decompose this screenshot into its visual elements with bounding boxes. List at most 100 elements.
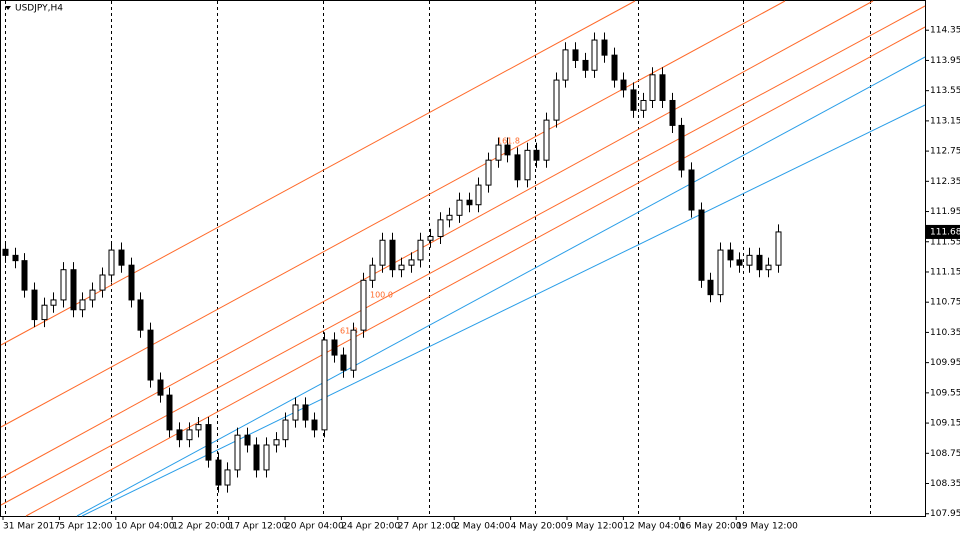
candle-body	[292, 404, 299, 421]
candle-body	[746, 254, 753, 266]
x-tick-label: 9 May 12:00	[567, 522, 623, 532]
plot-frame	[0, 0, 926, 517]
y-tick-label: 110.35	[930, 328, 960, 338]
candle-body	[263, 444, 270, 471]
x-tick-label: 5 Apr 12:00	[59, 522, 112, 532]
candle-body	[678, 124, 685, 171]
channel-level: 100.0	[370, 291, 393, 300]
candle-body	[311, 419, 318, 431]
current-price-label: 111.68	[930, 227, 960, 237]
candle-body	[331, 339, 338, 356]
channel-level: 161.8	[497, 137, 520, 146]
candle-body	[321, 339, 328, 431]
y-tick-label: 114.35	[930, 26, 960, 36]
candle-body	[572, 49, 579, 61]
candle-body	[108, 249, 115, 276]
fibo-channel: 161.8 100.0 61.8	[0, 0, 926, 517]
candle-body	[147, 329, 154, 381]
candle-body	[157, 379, 164, 396]
x-tick-label: 12 May 04:00	[623, 522, 685, 532]
candle-body	[640, 99, 647, 111]
candle-body	[417, 239, 424, 261]
candle-body	[466, 199, 473, 206]
x-tick-label: 19 May 12:00	[736, 522, 798, 532]
candle-body	[775, 231, 782, 266]
y-tick-label: 110.75	[930, 298, 960, 308]
candle-body	[698, 209, 705, 281]
candle-body	[562, 49, 569, 81]
candle-body	[244, 434, 251, 446]
y-tick-label: 111.95	[930, 207, 960, 217]
candle-body	[659, 74, 666, 101]
candle-body	[195, 424, 202, 431]
candle-body	[205, 424, 212, 461]
chart-title: USDJPY,H4	[15, 4, 63, 14]
candle-body	[620, 79, 627, 91]
candle-body	[591, 39, 598, 71]
candle-body	[756, 254, 763, 271]
candle-body	[128, 264, 135, 301]
x-tick-label: 24 Apr 20:00	[341, 522, 400, 532]
x-tick-label: 17 Apr 12:00	[229, 522, 288, 532]
candle-body	[89, 289, 96, 301]
candle-body	[717, 249, 724, 296]
candle-body	[350, 329, 357, 371]
channel-line	[0, 0, 786, 428]
candle-body	[166, 394, 173, 431]
x-tick-label: 16 May 20:00	[680, 522, 742, 532]
channel-line	[0, 5, 926, 506]
candle-body	[582, 59, 589, 71]
candle-body	[427, 235, 434, 241]
candle-body	[118, 249, 125, 266]
candle-body	[176, 429, 183, 441]
x-tick-label: 4 May 20:00	[511, 522, 567, 532]
channel-line	[0, 0, 874, 479]
candle-body	[514, 154, 521, 181]
y-tick-label: 108.35	[930, 479, 960, 489]
menu-arrow[interactable]	[5, 6, 11, 10]
candle-body	[389, 239, 396, 271]
channel-line	[81, 104, 926, 517]
candle-body	[273, 439, 280, 446]
candle-body	[369, 264, 376, 281]
y-tick-label: 112.35	[930, 177, 960, 187]
y-tick-label: 111.15	[930, 267, 960, 277]
y-tick-label: 112.75	[930, 147, 960, 157]
candle-body	[504, 144, 511, 156]
candle-body	[669, 99, 676, 126]
candle-body	[611, 54, 618, 81]
candle-body	[282, 419, 289, 441]
y-tick-label: 113.15	[930, 116, 960, 126]
x-tick-label: 20 Apr 04:00	[285, 522, 344, 532]
candle-body	[727, 249, 734, 261]
candle-body	[707, 279, 714, 296]
x-tick-label: 31 Mar 2017	[3, 522, 60, 532]
candle-body	[630, 89, 637, 111]
candle-body	[137, 299, 144, 331]
candle-body	[408, 259, 415, 266]
candle-body	[456, 199, 463, 216]
candle-body	[31, 289, 38, 321]
candle-body	[21, 260, 28, 291]
candle-body	[79, 299, 86, 311]
candle-body	[50, 299, 57, 306]
candle-body	[495, 144, 502, 161]
candle-body	[12, 254, 19, 262]
x-tick-label: 12 Apr 20:00	[172, 522, 231, 532]
candle-body	[601, 39, 608, 56]
y-tick-label: 109.55	[930, 388, 960, 398]
x-tick-label: 10 Apr 04:00	[116, 522, 175, 532]
x-tick-label: 2 May 04:00	[454, 522, 510, 532]
candle-body	[340, 354, 347, 371]
candle-body	[99, 274, 106, 291]
candle-body	[475, 184, 482, 206]
candle-body	[360, 279, 367, 331]
candle-body	[485, 159, 492, 186]
candle-body	[234, 434, 241, 471]
y-tick-label: 111.55	[930, 237, 960, 247]
y-tick-label: 109.95	[930, 358, 960, 368]
current-price-box	[926, 224, 960, 239]
candle-body	[215, 459, 222, 486]
candle-body	[649, 74, 656, 101]
